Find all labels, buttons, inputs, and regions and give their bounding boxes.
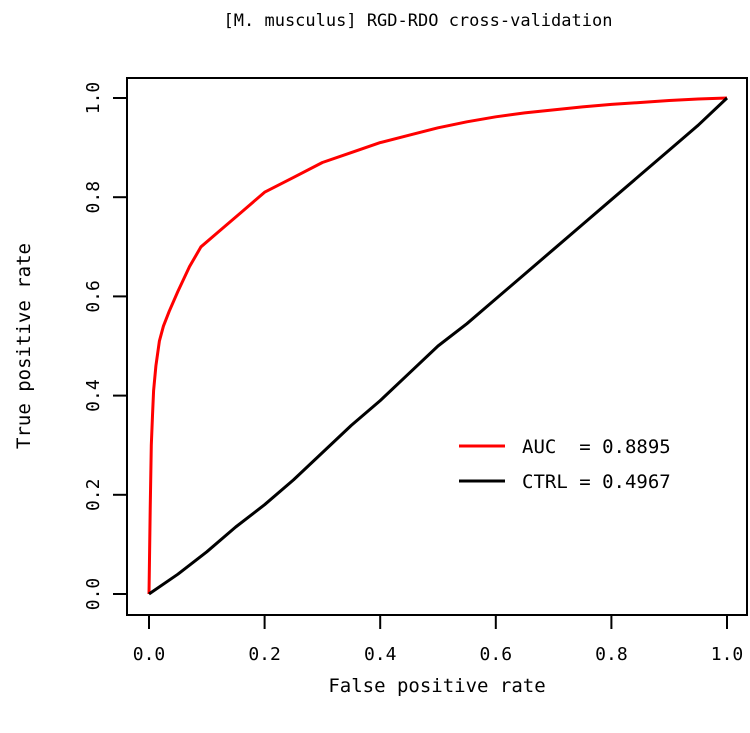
x-axis: 0.0 0.2 0.4 0.6 0.8 1.0 [133,614,744,665]
y-tick-label: 1.0 [83,82,104,115]
x-tick-label: 0.6 [480,644,513,665]
roc-curve-auc [147,96,728,595]
x-tick-label: 1.0 [711,644,744,665]
roc-curve-ctrl [148,96,729,596]
legend-label-ctrl: CTRL = 0.4967 [522,471,671,493]
y-tick-label: 0.0 [83,578,104,611]
x-axis-label: False positive rate [328,675,545,697]
y-axis: 0.0 0.2 0.4 0.6 0.8 1.0 [83,82,128,611]
x-tick-label: 0.8 [595,644,628,665]
legend: AUC = 0.8895 CTRL = 0.4967 [459,436,671,493]
series-layer [147,96,729,596]
x-tick-label: 0.0 [133,644,166,665]
y-tick-label: 0.4 [83,379,104,412]
y-axis-label: True positive rate [13,243,35,449]
legend-label-auc: AUC = 0.8895 [522,436,671,458]
x-tick-label: 0.4 [364,644,397,665]
y-tick-label: 0.2 [83,479,104,512]
y-tick-label: 0.8 [83,181,104,214]
x-tick-label: 0.2 [248,644,281,665]
chart-title: [M. musculus] RGD-RDO cross-validation [224,11,613,31]
y-tick-label: 0.6 [83,280,104,313]
